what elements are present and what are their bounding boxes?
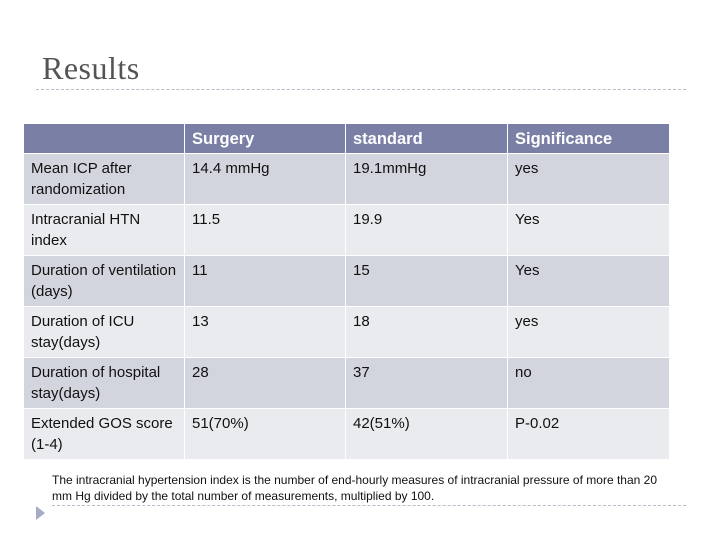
surgery-value: 51(70%)	[184, 408, 346, 460]
table-row: Intracranial HTN index 11.5 19.9 Yes	[23, 204, 670, 256]
triangle-bullet-icon	[36, 506, 45, 520]
significance-value: Yes	[507, 204, 670, 256]
surgery-value: 11.5	[184, 204, 346, 256]
table-row: Duration of ventilation (days) 11 15 Yes	[23, 255, 670, 307]
row-label: Duration of ventilation (days)	[23, 255, 185, 307]
header-cell-blank	[23, 123, 185, 154]
surgery-value: 14.4 mmHg	[184, 153, 346, 205]
surgery-value: 13	[184, 306, 346, 358]
row-label: Duration of ICU stay(days)	[23, 306, 185, 358]
results-table: Surgery standard Significance Mean ICP a…	[23, 123, 670, 460]
header-cell-significance: Significance	[507, 123, 670, 154]
standard-value: 42(51%)	[345, 408, 508, 460]
table-row: Duration of hospital stay(days) 28 37 no	[23, 357, 670, 409]
row-label: Intracranial HTN index	[23, 204, 185, 256]
slide-title: Results	[42, 50, 140, 86]
standard-value: 19.1mmHg	[345, 153, 508, 205]
row-label: Mean ICP after randomization	[23, 153, 185, 205]
standard-value: 37	[345, 357, 508, 409]
footnote: The intracranial hypertension index is t…	[52, 473, 657, 503]
significance-value: no	[507, 357, 670, 409]
significance-value: Yes	[507, 255, 670, 307]
table-row: Extended GOS score (1-4) 51(70%) 42(51%)…	[23, 408, 670, 460]
table-row: Duration of ICU stay(days) 13 18 yes	[23, 306, 670, 358]
standard-value: 15	[345, 255, 508, 307]
title-divider	[36, 89, 686, 90]
standard-value: 18	[345, 306, 508, 358]
significance-value: yes	[507, 153, 670, 205]
table-header-row: Surgery standard Significance	[23, 123, 670, 154]
row-label: Duration of hospital stay(days)	[23, 357, 185, 409]
bottom-divider	[52, 505, 686, 506]
surgery-value: 11	[184, 255, 346, 307]
significance-value: yes	[507, 306, 670, 358]
significance-value: P-0.02	[507, 408, 670, 460]
header-cell-standard: standard	[345, 123, 508, 154]
row-label: Extended GOS score (1-4)	[23, 408, 185, 460]
header-cell-surgery: Surgery	[184, 123, 346, 154]
surgery-value: 28	[184, 357, 346, 409]
table-row: Mean ICP after randomization 14.4 mmHg 1…	[23, 153, 670, 205]
standard-value: 19.9	[345, 204, 508, 256]
